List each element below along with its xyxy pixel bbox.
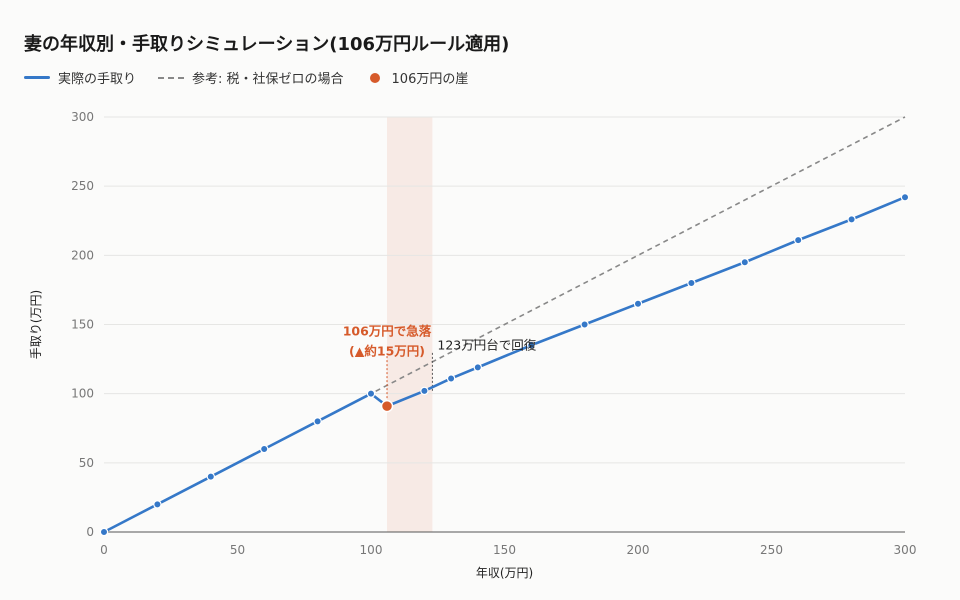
x-tick-label-4: 200 xyxy=(627,543,650,557)
actual-point-8 xyxy=(446,374,456,383)
actual-point-9 xyxy=(473,363,482,372)
actual-point-3 xyxy=(260,444,269,454)
legend-label-actual: 実際の手取り xyxy=(58,72,137,87)
legend: 実際の手取り 参考: 税・社保ゼロの場合 106万円の崖 xyxy=(24,68,468,87)
actual-point-12 xyxy=(633,299,643,308)
actual-point-14 xyxy=(740,258,750,267)
chart-title: 妻の年収別・手取りシミュレーション(106万円ルール適用) xyxy=(24,34,510,55)
legend-swatch-dashed-line xyxy=(158,76,185,79)
y-axis-title: 手取り(万円) xyxy=(29,290,43,359)
x-axis-title: 年収(万円) xyxy=(476,566,533,580)
actual-point-16 xyxy=(847,215,856,224)
drop-annotation-line-1: (▲約15万円) xyxy=(349,343,425,358)
reference-series-line xyxy=(103,116,906,533)
x-tick-label-5: 250 xyxy=(760,543,783,557)
actual-point-1 xyxy=(153,500,162,509)
x-tick-label-3: 150 xyxy=(493,543,516,557)
actual-point-15 xyxy=(794,235,803,245)
legend-swatch-solid-line xyxy=(24,76,50,79)
actual-series-line xyxy=(103,196,906,534)
legend-label-reference: 参考: 税・社保ゼロの場合 xyxy=(192,72,344,87)
x-tick-label-1: 50 xyxy=(230,543,245,557)
x-tick-label-2: 100 xyxy=(360,543,383,557)
actual-point-10 xyxy=(527,341,536,350)
y-tick-label-2: 100 xyxy=(71,387,94,401)
x-tick-label-0: 0 xyxy=(100,543,108,557)
y-tick-label-6: 300 xyxy=(71,110,94,124)
legend-item-actual: 実際の手取り xyxy=(24,68,136,87)
y-tick-label-5: 250 xyxy=(71,179,94,193)
actual-point-17 xyxy=(900,193,910,202)
actual-point-5 xyxy=(366,389,376,398)
actual-point-0 xyxy=(99,527,109,537)
actual-point-11 xyxy=(580,320,589,329)
actual-point-2 xyxy=(206,472,215,481)
y-tick-label-1: 50 xyxy=(79,456,94,470)
legend-item-cliff: 106万円の崖 xyxy=(366,68,469,87)
x-tick-label-6: 300 xyxy=(894,543,917,557)
legend-swatch-dot xyxy=(369,72,380,83)
y-tick-label-0: 0 xyxy=(86,525,94,539)
drop-annotation-line-0: 106万円で急落 xyxy=(343,323,432,338)
actual-point-4 xyxy=(313,417,322,426)
actual-point-7 xyxy=(420,386,429,396)
legend-item-reference: 参考: 税・社保ゼロの場合 xyxy=(158,68,344,87)
legend-label-cliff: 106万円の崖 xyxy=(391,72,469,87)
actual-point-13 xyxy=(687,278,696,288)
cliff-point xyxy=(380,399,394,413)
recovery-annotation-label: 123万円台で回復 xyxy=(437,337,536,352)
y-tick-label-4: 200 xyxy=(71,248,94,262)
y-tick-label-3: 150 xyxy=(71,318,94,332)
